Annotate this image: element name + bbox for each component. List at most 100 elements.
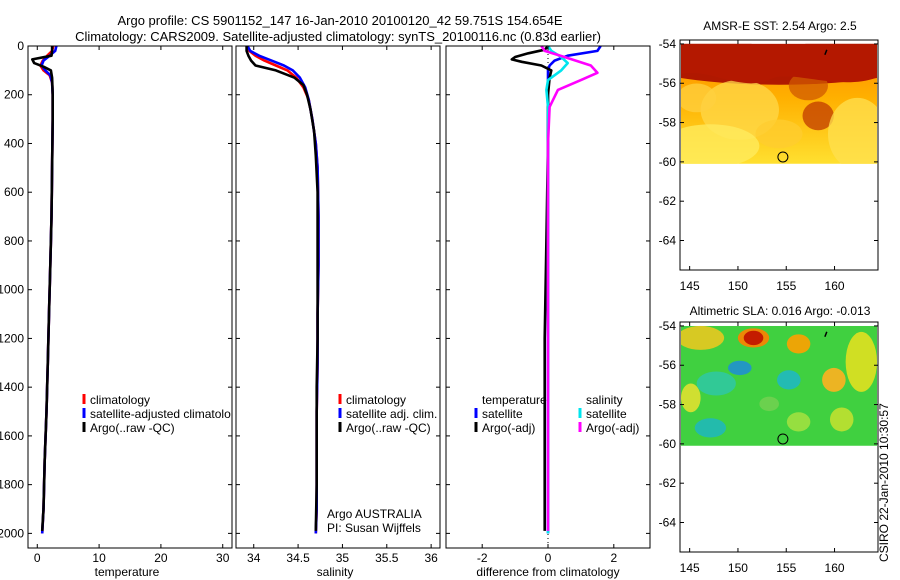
x-tick-label: 155	[776, 561, 796, 575]
x-tick-label: 35.5	[375, 551, 399, 565]
legend-label: satellite adj. clim.	[346, 407, 437, 421]
legend-group-title: salinity	[586, 393, 623, 407]
series-line-1-3	[30, 46, 55, 531]
x-tick-label: 160	[825, 561, 845, 575]
legend-label: satellite-adjusted climatolo	[90, 407, 231, 421]
float-marker	[777, 151, 789, 163]
series-line-3-1	[546, 45, 602, 534]
series-line-3-4	[540, 45, 599, 531]
y-tick-label: -64	[659, 234, 677, 248]
y-tick-label: 1800	[0, 478, 24, 492]
y-tick-label: -58	[659, 116, 677, 130]
x-tick-label: 20	[154, 551, 168, 565]
y-tick-label: 800	[4, 234, 24, 248]
y-tick-label: -56	[659, 358, 677, 372]
sla-field	[681, 325, 877, 446]
y-tick-label: -64	[659, 516, 677, 530]
header-line-1: Argo profile: CS 5901152_147 16-Jan-2010…	[117, 13, 562, 28]
x-tick-label: 34	[247, 551, 261, 565]
x-tick-label: 35	[336, 551, 350, 565]
header-line-2: Climatology: CARS2009. Satellite-adjuste…	[75, 29, 601, 44]
legend-label: Argo(..raw -QC)	[90, 421, 175, 435]
sla-region	[743, 330, 764, 346]
map-frame	[679, 39, 879, 271]
sla-region	[777, 370, 801, 390]
legend-label: satellite	[586, 407, 627, 421]
y-tick-label: 1600	[0, 429, 24, 443]
y-tick-label: 0	[17, 39, 24, 53]
y-tick-label: -54	[659, 37, 677, 51]
y-tick-label: -58	[659, 398, 677, 412]
x-tick-label: 30	[216, 551, 230, 565]
axes-frame	[27, 45, 233, 549]
sla-region	[829, 407, 854, 432]
sla-region	[845, 331, 877, 392]
profile-panel-1: 0 10 20 30 temperature 0 200 400 600 800 1000 1200 1…	[0, 39, 233, 579]
sla-map-panel: Altimetric SLA: 0.016 Argo: -0.013 145 150…	[659, 304, 879, 575]
y-tick-label: 600	[4, 185, 24, 199]
y-tick-label: 200	[4, 88, 24, 102]
legend-label: Argo(..raw -QC)	[346, 421, 431, 435]
credit-program: Argo AUSTRALIA	[327, 507, 422, 521]
sst-region	[802, 101, 834, 131]
y-tick-label: 1200	[0, 331, 24, 345]
float-track	[824, 49, 828, 56]
x-tick-label: 145	[680, 561, 700, 575]
map-frame	[679, 321, 879, 553]
float-track	[824, 331, 828, 338]
y-tick-label: 1000	[0, 283, 24, 297]
legend-label: Argo(-adj)	[482, 421, 535, 435]
float-marker	[777, 433, 789, 445]
sst-field	[681, 43, 877, 164]
y-tick-label: -62	[659, 476, 677, 490]
credit-stamp: CSIRO 22-Jan-2010 10:30:57	[877, 403, 891, 562]
x-tick-label: 145	[680, 279, 700, 293]
x-axis-label: difference from climatology	[476, 565, 619, 579]
sla-region	[681, 383, 701, 413]
y-tick-label: 2000	[0, 526, 24, 540]
profile-panel-2: 34 34.5 35 35.5 36 salinity climatologysatelli…	[235, 45, 441, 579]
sla-region	[728, 360, 752, 376]
axes-frame	[235, 45, 441, 549]
x-tick-label: -2	[477, 551, 488, 565]
x-axis-label: salinity	[317, 565, 354, 579]
x-axis-label: temperature	[95, 565, 160, 579]
map-title: AMSR-E SST: 2.54 Argo: 2.5	[703, 19, 857, 33]
legend-group-title: temperature	[482, 393, 547, 407]
x-tick-label: 155	[776, 279, 796, 293]
series-line-2-3	[245, 46, 319, 531]
y-tick-label: -54	[659, 319, 677, 333]
x-tick-label: 150	[728, 279, 748, 293]
sst-map-panel: AMSR-E SST: 2.54 Argo: 2.5 145 150 155 160 -5…	[659, 19, 879, 293]
x-tick-label: 36	[424, 551, 438, 565]
series-line-2-2	[246, 45, 320, 534]
x-tick-label: 0	[34, 551, 41, 565]
sla-region	[822, 367, 846, 392]
sst-region	[681, 124, 760, 164]
sla-region	[786, 334, 811, 354]
series-line-2-1	[245, 45, 320, 534]
y-tick-label: 1400	[0, 380, 24, 394]
sst-cold-band	[681, 43, 877, 84]
x-tick-label: 160	[825, 279, 845, 293]
sla-region	[681, 325, 725, 350]
sla-region	[759, 396, 779, 412]
y-tick-label: -60	[659, 437, 677, 451]
series-line-3-2	[510, 45, 553, 531]
sst-region	[681, 83, 717, 113]
sla-region	[696, 371, 736, 396]
x-tick-label: 34.5	[286, 551, 310, 565]
x-tick-label: 0	[545, 551, 552, 565]
sla-region	[786, 412, 811, 432]
legend-label: climatology	[90, 393, 150, 407]
sst-region	[828, 97, 877, 164]
y-tick-label: 400	[4, 136, 24, 150]
x-tick-label: 2	[610, 551, 617, 565]
y-tick-label: -62	[659, 194, 677, 208]
y-tick-label: -56	[659, 76, 677, 90]
credit-pi: PI: Susan Wijffels	[327, 521, 421, 535]
sla-region	[694, 418, 727, 438]
x-tick-label: 150	[728, 561, 748, 575]
